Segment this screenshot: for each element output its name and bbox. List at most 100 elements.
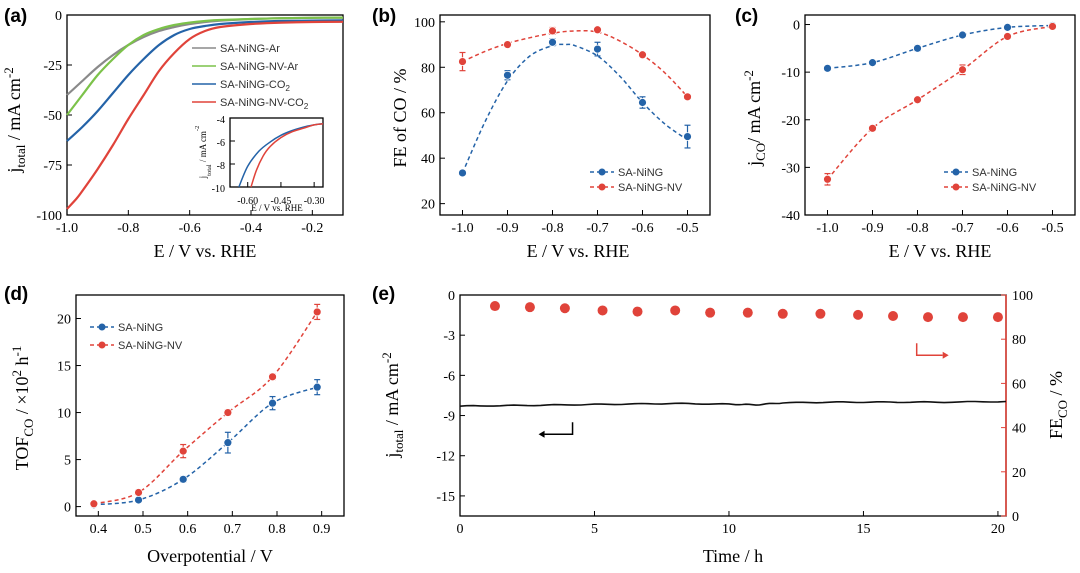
data-point [223, 438, 233, 448]
x-tick-label: 0.4 [90, 522, 108, 537]
panel-label-e: (e) [372, 284, 395, 305]
x-axis-label: E / V vs. RHE [527, 241, 630, 261]
plot-frame [229, 117, 324, 188]
y-tick-label: -12 [436, 450, 455, 465]
data-point [312, 382, 322, 392]
x-tick-label: -0.2 [301, 221, 323, 236]
panel-b: -1.0 -0.9 -0.8 -0.7 -0.6 -0.5 20 40 60 80 100 FE of… [390, 14, 711, 261]
data-point [593, 25, 602, 35]
plot-frame [439, 14, 711, 216]
data-point [638, 98, 647, 107]
data-point [868, 123, 877, 133]
data-point [134, 495, 143, 505]
panel-e: 0 5 10 15 20 0 -3 -6 -9 -12 -15 0 20 40 60 80 100 jtotal … [379, 289, 1070, 566]
y-tick-label: 20 [421, 198, 435, 213]
arrow-head-right [942, 351, 949, 359]
x-tick-label: 0.8 [268, 522, 286, 537]
inset-x-axis-label: E / V vs. RHE [251, 203, 303, 213]
y2-axis-label: FECO / % [1046, 371, 1070, 439]
legend-entry: SA-NiNG-NV-CO2 [220, 97, 309, 111]
legend-marker [598, 183, 606, 191]
y2-tick-label: 60 [1012, 377, 1026, 392]
y-tick-label: -25 [43, 59, 62, 74]
fe-point [777, 308, 788, 319]
y-tick-label: 0 [793, 19, 800, 34]
y-tick-label: 0 [64, 501, 71, 516]
data-point [1003, 22, 1012, 32]
x-axis-label: Time / h [703, 546, 763, 566]
fit-line [827, 24, 1053, 70]
x-tick-label: -0.8 [117, 221, 139, 236]
legend-entry: SA-NiNG [972, 167, 1017, 179]
panel-label-d: (d) [4, 284, 28, 305]
y-tick-label: -6 [217, 138, 225, 149]
fit-line [826, 25, 1053, 180]
data-point [268, 372, 277, 382]
y-tick-label: -8 [217, 161, 225, 172]
legend-entry: SA-NiNG-Ar [220, 43, 280, 55]
x-tick-label: -0.9 [861, 221, 883, 236]
series-line [66, 16, 344, 116]
data-point [958, 30, 967, 40]
y2-tick-label: 100 [1012, 289, 1033, 304]
data-point [223, 408, 233, 417]
y2-tick-label: 0 [1012, 510, 1019, 525]
y-axis-label: TOFCO / ×102 h-1 [9, 346, 36, 471]
series-line [66, 19, 344, 142]
y-axis-label: jCO/ mA cm-2 [741, 70, 768, 167]
data-point [1048, 22, 1057, 31]
x-tick-label: -0.6 [179, 221, 201, 236]
x-tick-label: -0.4 [240, 221, 262, 236]
x-tick-label: -0.8 [906, 221, 928, 236]
data-point [89, 499, 99, 509]
legend-marker [952, 168, 960, 176]
y-tick-label: 15 [57, 360, 71, 375]
data-point [503, 40, 512, 49]
y-tick-label: 10 [57, 407, 71, 422]
y-tick-label: 5 [64, 454, 71, 469]
x-tick-label: 15 [856, 522, 870, 537]
x-tick-label: -1.0 [816, 221, 838, 236]
y-tick-label: -50 [43, 109, 62, 124]
x-tick-label: -0.30 [304, 196, 325, 207]
y-tick-label: -75 [43, 159, 62, 174]
data-point [458, 168, 467, 178]
legend-marker [98, 323, 106, 331]
data-point [548, 26, 557, 36]
legend-entry: SA-NiNG-CO2 [220, 79, 290, 93]
data-point [683, 132, 692, 141]
legend-marker [98, 341, 106, 349]
inset-series-line [250, 123, 324, 188]
panel-c: -1.0 -0.9 -0.8 -0.7 -0.6 -0.5 0 -10 -20 -30 -40 jCO… [741, 14, 1076, 261]
fe-point [923, 312, 933, 323]
plot-frame [804, 14, 1076, 216]
fe-point [992, 312, 1003, 323]
data-point [823, 63, 832, 73]
plot-frame [66, 14, 344, 216]
data-point [312, 307, 322, 317]
x-tick-label: -0.7 [951, 221, 973, 236]
legend-entry: SA-NiNG [618, 167, 663, 179]
data-point [638, 50, 647, 60]
x-tick-label: 0.5 [134, 522, 152, 537]
fe-point [742, 307, 753, 318]
x-tick-label: -0.5 [1041, 221, 1063, 236]
fe-point [670, 305, 681, 316]
data-point [1003, 32, 1012, 41]
data-point [823, 174, 832, 184]
y-tick-label: -6 [443, 369, 455, 384]
y-tick-label: -10 [781, 66, 800, 81]
x-tick-label: -0.7 [586, 221, 608, 236]
y-axis-label: FE of CO / % [390, 68, 410, 167]
panel-label-a: (a) [4, 6, 27, 27]
legend-entry: SA-NiNG-NV [618, 182, 683, 194]
arrow-to-right-axis [915, 343, 943, 357]
y-axis-label: jtotal / mA cm-2 [379, 352, 406, 458]
x-tick-label: 0 [457, 522, 464, 537]
arrow-to-left-axis [544, 422, 574, 436]
x-tick-label: -0.6 [996, 221, 1018, 236]
y-tick-label: -20 [781, 114, 800, 129]
legend-entry: SA-NiNG-NV [118, 340, 183, 352]
legend-entry: SA-NiNG-NV [972, 182, 1037, 194]
fe-point [632, 306, 643, 317]
